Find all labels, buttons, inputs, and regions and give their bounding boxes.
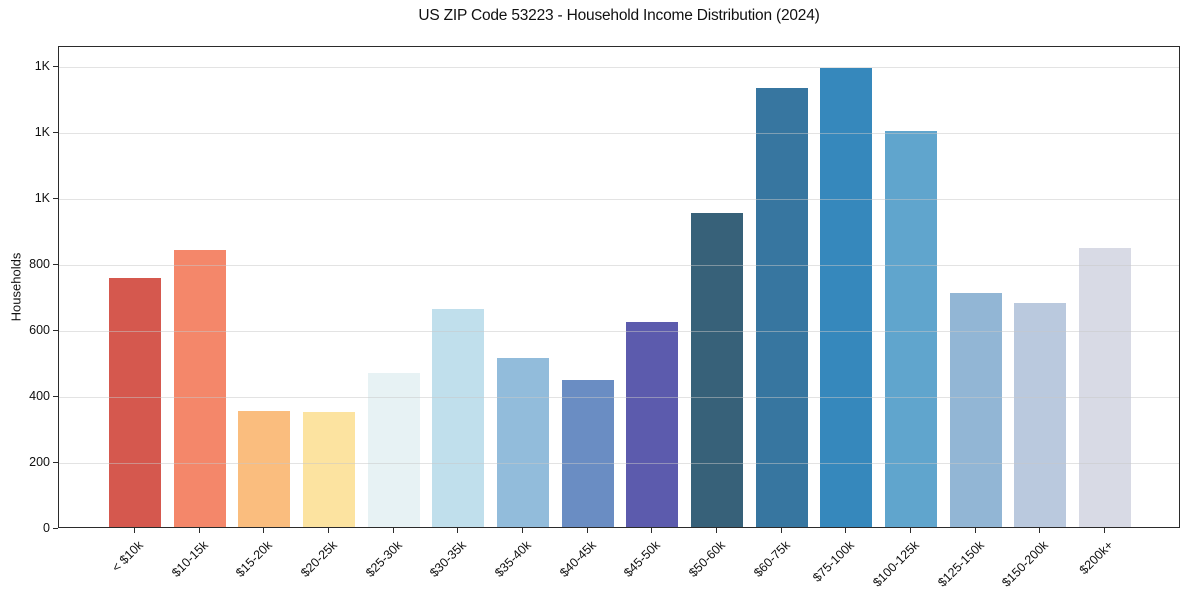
y-tick-label: 0 xyxy=(43,521,50,535)
bar-$150-200k xyxy=(1014,302,1067,527)
y-tick-label: 600 xyxy=(29,322,50,337)
y-tick-label: 1K xyxy=(34,190,50,205)
bar-$125-150k xyxy=(949,292,1002,527)
bar-$60-75k xyxy=(755,87,808,527)
x-tick-mark xyxy=(134,528,135,533)
x-tick-mark xyxy=(586,528,588,533)
x-tick-mark xyxy=(974,528,976,533)
y-tick-mark xyxy=(53,263,58,265)
bar-$15-20k xyxy=(238,411,291,527)
y-tick-mark xyxy=(53,461,58,463)
y-tick-mark xyxy=(53,528,58,529)
x-tick-mark xyxy=(651,528,653,533)
gridline xyxy=(59,264,1179,266)
x-tick-mark xyxy=(1104,528,1105,533)
gridline xyxy=(59,198,1179,200)
bar-$75-100k xyxy=(820,68,873,527)
bar-$50-60k xyxy=(691,213,743,527)
bar-$100-125k xyxy=(885,130,937,527)
y-tick-label: 1K xyxy=(34,58,50,73)
x-tick-mark xyxy=(910,528,911,533)
gridline xyxy=(59,396,1179,398)
x-tick-mark xyxy=(845,528,847,533)
gridline xyxy=(59,132,1179,134)
bar-$200k+ xyxy=(1079,248,1131,527)
chart-title: US ZIP Code 53223 - Household Income Dis… xyxy=(418,7,820,24)
bar-$35-40k xyxy=(497,357,549,527)
gridline xyxy=(59,462,1179,464)
x-tick-mark xyxy=(780,528,782,533)
bar-$10-15k xyxy=(173,249,226,527)
x-tick-mark xyxy=(328,528,329,533)
bar-$30-35k xyxy=(432,309,485,527)
bar-$20-25k xyxy=(303,412,355,527)
x-tick-label: < $10k xyxy=(109,538,146,575)
bar-< $10k xyxy=(109,277,161,527)
x-tick-mark xyxy=(522,528,523,533)
y-tick-mark xyxy=(53,329,58,331)
bar-$25-30k xyxy=(367,372,420,527)
gridline xyxy=(59,66,1179,68)
y-tick-mark xyxy=(53,65,58,67)
x-tick-mark xyxy=(1039,528,1041,533)
x-tick-mark xyxy=(716,528,717,533)
x-tick-mark xyxy=(392,528,394,533)
gridline xyxy=(59,330,1179,332)
y-tick-label: 800 xyxy=(29,256,50,271)
x-tick-mark xyxy=(263,528,265,533)
bar-$45-50k xyxy=(626,321,679,527)
y-tick-mark xyxy=(53,197,58,199)
bar-$40-45k xyxy=(561,380,614,527)
x-tick-mark xyxy=(457,528,459,533)
y-tick-label: 200 xyxy=(29,454,50,469)
y-tick-label: 1K xyxy=(34,124,50,139)
y-tick-label: 400 xyxy=(29,388,50,403)
x-tick-mark xyxy=(198,528,200,533)
y-tick-mark xyxy=(53,395,58,397)
plot-area xyxy=(58,46,1180,528)
y-tick-mark xyxy=(53,131,58,133)
